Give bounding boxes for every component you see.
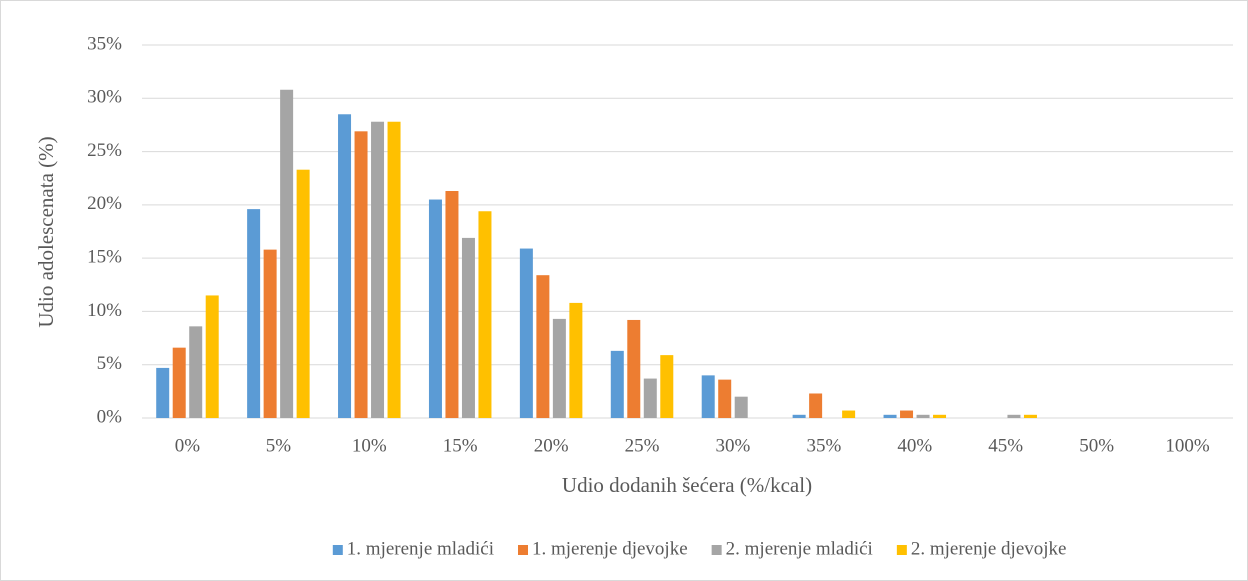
bar (701, 375, 715, 418)
bar (354, 131, 368, 418)
bar (156, 367, 170, 418)
y-tick-label: 20% (87, 193, 122, 214)
x-tick-label: 5% (266, 435, 292, 456)
y-axis-label: Udio adolescenata (%) (34, 136, 58, 327)
legend-swatch (896, 545, 907, 555)
x-tick-label: 100% (1165, 435, 1210, 456)
bar (1007, 414, 1021, 418)
bar (792, 414, 806, 418)
bar (916, 414, 930, 418)
bar (263, 249, 277, 418)
y-tick-label: 5% (97, 353, 123, 374)
x-tick-label: 45% (988, 435, 1023, 456)
bar (189, 326, 203, 418)
legend-swatch (711, 545, 722, 555)
bar (734, 396, 748, 418)
bar (627, 319, 641, 418)
bar (660, 355, 674, 418)
bar (461, 237, 475, 418)
x-tick-label: 10% (352, 435, 387, 456)
x-tick-label: 25% (625, 435, 660, 456)
bar (569, 302, 583, 418)
y-tick-label: 15% (87, 247, 122, 268)
legend-label: 1. mjerenje mladići (347, 538, 494, 559)
legend-label: 1. mjerenje djevojke (532, 538, 688, 559)
x-tick-label: 15% (443, 435, 478, 456)
bar (280, 89, 294, 418)
y-tick-label: 35% (87, 33, 122, 54)
bar (338, 114, 352, 419)
x-tick-label: 30% (716, 435, 751, 456)
legend-swatch (332, 545, 343, 555)
x-tick-label: 50% (1079, 435, 1114, 456)
bar (933, 414, 947, 418)
bar (387, 121, 401, 418)
x-tick-label: 0% (175, 435, 201, 456)
bar (205, 295, 219, 418)
bar (610, 350, 624, 418)
x-tick-label: 20% (534, 435, 569, 456)
bar (809, 393, 823, 418)
bar (478, 211, 492, 418)
legend-swatch (518, 545, 529, 555)
x-tick-label: 35% (806, 435, 841, 456)
bar (643, 378, 657, 418)
bar (536, 275, 550, 418)
legend-label: 2. mjerenje djevojke (911, 538, 1067, 559)
bar (247, 209, 261, 418)
bar (718, 379, 732, 418)
bar (428, 199, 442, 418)
bar (1023, 414, 1037, 418)
bar (842, 410, 856, 418)
y-tick-label: 25% (87, 140, 122, 161)
y-tick-label: 30% (87, 87, 122, 108)
bar (900, 410, 914, 418)
bar (371, 121, 385, 418)
y-tick-label: 0% (97, 406, 123, 427)
bar (519, 248, 533, 418)
bar (296, 169, 310, 418)
y-tick-label: 10% (87, 300, 122, 321)
x-axis-label: Udio dodanih šećera (%/kcal) (562, 473, 812, 497)
x-tick-label: 40% (897, 435, 932, 456)
bar (552, 318, 566, 418)
bar (445, 191, 459, 418)
legend-label: 2. mjerenje mladići (726, 538, 873, 559)
bar (883, 414, 897, 418)
bar (172, 347, 186, 418)
